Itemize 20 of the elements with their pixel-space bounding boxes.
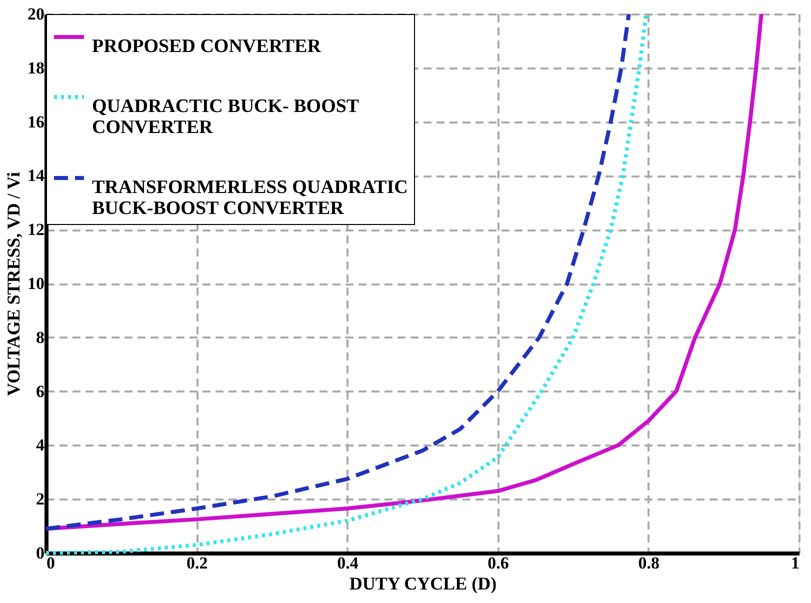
- x-tick-label: 0.2: [186, 554, 208, 572]
- legend-label: TRANSFORMERLESS QUADRATIC BUCK-BOOST CONVERTER: [92, 177, 408, 219]
- y-tick-label: 4: [36, 436, 45, 455]
- y-tick-label: 6: [36, 382, 44, 401]
- y-tick-label: 10: [28, 274, 44, 293]
- y-tick-label: 16: [28, 112, 44, 132]
- legend-label: QUADRACTIC BUCK- BOOST CONVERTER: [92, 96, 360, 138]
- x-tick-label: 0.8: [638, 554, 660, 572]
- y-tick-label: 12: [28, 220, 44, 240]
- legend-label: PROPOSED CONVERTER: [92, 36, 322, 57]
- y-tick-label: 20: [28, 4, 44, 24]
- x-tick-label: 1: [791, 554, 800, 572]
- y-tick-label: 18: [28, 58, 44, 78]
- x-tick-label: 0.6: [488, 554, 509, 572]
- x-axis-title: DUTY CYCLE (D): [349, 574, 497, 594]
- y-tick-label: 14: [28, 166, 45, 186]
- y-tick-label: 2: [36, 490, 44, 509]
- y-tick-label: 8: [36, 328, 44, 347]
- y-axis-title: VOLTAGE STRESS, VD / Vi: [4, 172, 24, 396]
- x-tick-label: 0.4: [337, 554, 359, 572]
